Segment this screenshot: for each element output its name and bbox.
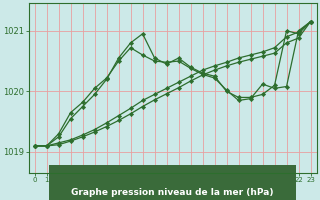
- X-axis label: Graphe pression niveau de la mer (hPa): Graphe pression niveau de la mer (hPa): [71, 188, 274, 197]
